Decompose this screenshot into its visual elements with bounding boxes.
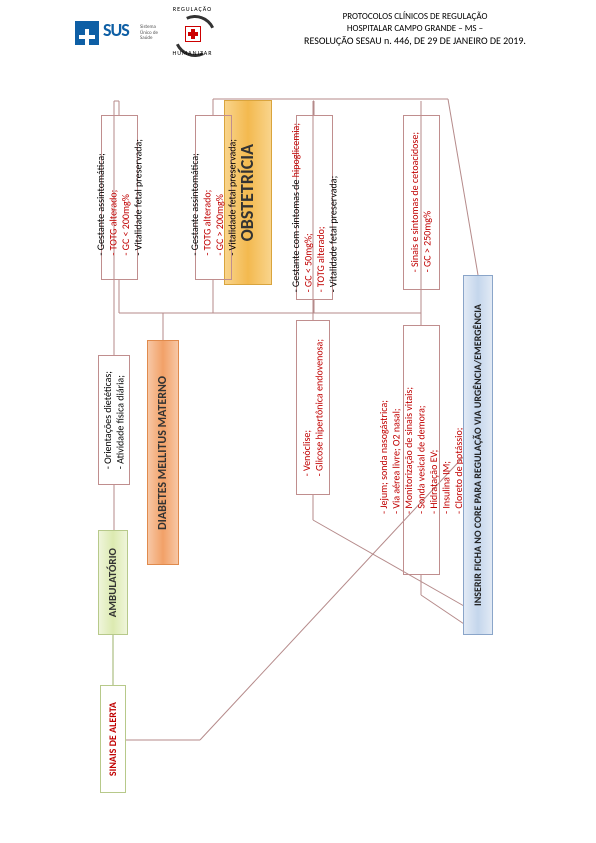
sus-logo-sub: Sistema Único de Saúde [140, 25, 160, 42]
page-header: SUS Sistema Único de Saúde REGULAÇÃO HUM… [0, 5, 596, 60]
reg-logo-top: REGULAÇÃO [165, 5, 220, 13]
alert-signs-label: SINAIS DE ALERTA [107, 702, 119, 776]
header-line1: PROTOCOLOS CLÍNICOS DE REGULAÇÃO [245, 11, 585, 23]
action-diet-exercise: - Orientações dietéticas; - Atividade fí… [98, 355, 130, 485]
action-2-text: - Venóclise; - Glicose hipertônica endov… [301, 339, 326, 476]
title-label: OBSTETRÍCIA [237, 144, 259, 241]
branch-3-text: - Gestante com sintomas de hipoglicemia;… [290, 123, 340, 292]
ambulatory-label: AMBULATÓRIO [106, 548, 119, 617]
core-regulation-box: INSERIR FICHA NO CORE PARA REGULAÇÃO VIA… [463, 275, 493, 635]
action-3-text: - Jejum; sonda nasogástrica; - Via aérea… [378, 387, 466, 514]
sus-logo: SUS Sistema Único de Saúde [75, 15, 160, 50]
core-regulation-label: INSERIR FICHA NO CORE PARA REGULAÇÃO VIA… [472, 304, 484, 606]
action-venoclysis: - Venóclise; - Glicose hipertônica endov… [296, 320, 330, 495]
alert-signs-box: SINAIS DE ALERTA [100, 685, 126, 793]
regulation-logo: REGULAÇÃO HUMANIZAR [165, 7, 220, 55]
sus-logo-text: SUS [103, 19, 129, 41]
action-1-text: - Orientações dietéticas; - Atividade fí… [102, 371, 127, 469]
branch-asymptomatic-high-gc: - Gestante assintomática; - TOTG alterad… [195, 115, 232, 280]
header-line3: RESOLUÇÃO SESAU n. 446, DE 29 DE JANEIRO… [245, 34, 585, 47]
branch-asymptomatic-low-gc: - Gestante assintomática; - TOTG alterad… [101, 115, 138, 280]
branch-ketoacidosis: - Sinais e sintomas de cetoacidose; - GC… [403, 115, 440, 290]
reg-logo-bottom: HUMANIZAR [165, 49, 220, 57]
header-line2: HOSPITALAR CAMPO GRANDE – MS – [245, 23, 585, 35]
branch-hypoglycemia: - Gestante com sintomas de hipoglicemia;… [296, 115, 333, 300]
branch-2-text: - Gestante assintomática; - TOTG alterad… [189, 139, 239, 256]
ambulatory-box: AMBULATÓRIO [98, 530, 128, 635]
diabetes-header: DIABETES MELLITUS MATERNO [147, 340, 179, 565]
header-text: PROTOCOLOS CLÍNICOS DE REGULAÇÃO HOSPITA… [245, 11, 585, 47]
branch-4-text: - Sinais e sintomas de cetoacidose; - GC… [409, 132, 434, 272]
action-ketoacidosis-protocol: - Jejum; sonda nasogástrica; - Via aérea… [403, 325, 440, 575]
diabetes-label: DIABETES MELLITUS MATERNO [156, 376, 170, 530]
branch-1-text: - Gestante assintomática; - TOTG alterad… [95, 139, 145, 256]
